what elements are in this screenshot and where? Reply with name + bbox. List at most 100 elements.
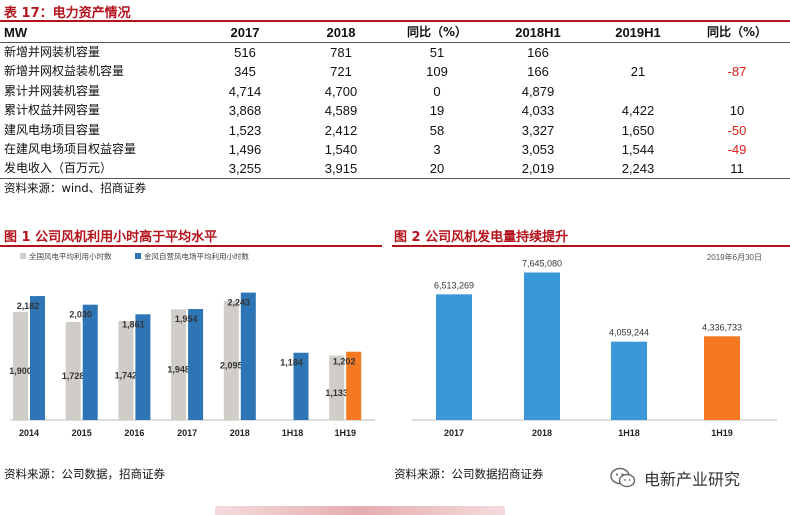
value-2019h1: 1,544 bbox=[621, 141, 655, 157]
bar-generation bbox=[436, 294, 472, 420]
data-label-goldwind-own: 1,184 bbox=[280, 358, 303, 368]
value-yoy-1: 3 bbox=[433, 141, 441, 157]
x-tick-label: 2018 bbox=[532, 428, 552, 438]
bar-national-avg bbox=[223, 301, 239, 420]
wechat-icon bbox=[610, 467, 636, 488]
bar-goldwind-own bbox=[240, 292, 256, 420]
value-2018: 3,915 bbox=[324, 161, 358, 177]
value-yoy-1: 109 bbox=[426, 64, 448, 80]
value-2018: 721 bbox=[330, 64, 352, 80]
table-row: 发电收入（百万元） 3,255 3,915 20 2,019 2,243 11 bbox=[0, 159, 790, 179]
x-tick-label: 1H19 bbox=[711, 428, 733, 438]
table-row: 建风电场项目容量 1,523 2,412 58 3,327 1,650 -50 bbox=[0, 121, 790, 140]
value-2017: 3,255 bbox=[228, 161, 262, 177]
header-2017: 2017 bbox=[230, 25, 260, 40]
bar-national-avg bbox=[171, 309, 187, 420]
value-2018h1: 3,327 bbox=[521, 122, 555, 138]
x-tick-label: 2015 bbox=[72, 428, 92, 438]
value-yoy-1: 20 bbox=[429, 161, 445, 177]
value-2019h1: 2,243 bbox=[621, 161, 655, 177]
table-source: 资料来源：wind、招商证券 bbox=[4, 181, 147, 195]
data-label-national-avg: 1,948 bbox=[167, 365, 190, 375]
bar-generation bbox=[611, 341, 647, 420]
bar-goldwind-own bbox=[82, 304, 98, 420]
value-2018h1: 2,019 bbox=[521, 161, 555, 177]
value-2017: 1,523 bbox=[228, 122, 262, 138]
value-2017: 4,714 bbox=[228, 83, 262, 99]
value-2019h1: 4,422 bbox=[621, 103, 655, 119]
watermark-text: 电新产业研究 bbox=[644, 470, 741, 489]
data-label-generation: 6,513,269 bbox=[434, 280, 474, 290]
bar-goldwind-own bbox=[346, 351, 362, 420]
data-label-goldwind-own: 1,861 bbox=[122, 319, 145, 329]
legend-swatch-2 bbox=[135, 253, 141, 259]
figure1-chart: 全国风电平均利用小时数 金风自营风电场平均利用小时数 1,900 2,182 2014 1… bbox=[9, 251, 375, 438]
row-label: 累计并网装机容量 bbox=[4, 83, 101, 98]
value-2019h1: 21 bbox=[630, 64, 646, 80]
x-tick-label: 1H19 bbox=[334, 428, 356, 438]
x-tick-label: 2017 bbox=[177, 428, 197, 438]
value-yoy-2: 10 bbox=[729, 103, 745, 119]
header-yoy-2: 同比（%） bbox=[706, 25, 768, 39]
data-label-national-avg: 2,095 bbox=[220, 361, 243, 371]
value-yoy-2: 11 bbox=[730, 161, 744, 177]
value-2017: 516 bbox=[234, 45, 256, 60]
bar-national-avg bbox=[65, 321, 81, 420]
data-label-goldwind-own: 2,182 bbox=[17, 301, 40, 311]
x-tick-label: 1H18 bbox=[282, 428, 304, 438]
header-2018: 2018 bbox=[326, 25, 356, 40]
value-yoy-2: -87 bbox=[727, 64, 747, 80]
legend-swatch-1 bbox=[20, 253, 26, 259]
x-tick-label: 2017 bbox=[444, 428, 464, 438]
data-label-national-avg: 1,728 bbox=[62, 371, 85, 381]
table-title-rule bbox=[0, 20, 790, 22]
bar-goldwind-own bbox=[30, 296, 45, 420]
value-2018: 4,700 bbox=[324, 83, 358, 99]
watermark: 电新产业研究 bbox=[610, 466, 740, 490]
cutoff-next-title bbox=[215, 506, 505, 515]
asset-table: MW 2017 2018 同比（%） 2018H1 2019H1 同比（%） 新… bbox=[0, 22, 790, 179]
row-label: 新增并网装机容量 bbox=[4, 45, 101, 59]
data-label-national-avg: 1,742 bbox=[115, 371, 138, 381]
table-row: 在建风电场项目权益容量 1,496 1,540 3 3,053 1,544 -49 bbox=[0, 140, 790, 159]
bar-generation bbox=[704, 336, 740, 420]
figure2-chart: 2019年6月30日 6,513,269 2017 7,645,080 2018 4,05… bbox=[412, 252, 777, 438]
value-2018h1: 166 bbox=[527, 45, 549, 60]
header-unit: MW bbox=[4, 25, 28, 40]
table-row: 累计权益并网容量 3,868 4,589 19 4,033 4,422 10 bbox=[0, 101, 790, 120]
bar-goldwind-own bbox=[293, 352, 309, 420]
table-header-row: MW 2017 2018 同比（%） 2018H1 2019H1 同比（%） bbox=[0, 22, 790, 43]
data-label-generation: 7,645,080 bbox=[522, 258, 562, 268]
data-label-goldwind-own: 1,954 bbox=[175, 314, 198, 324]
value-2018: 1,540 bbox=[324, 141, 358, 157]
data-label-national-avg: 1,900 bbox=[9, 366, 32, 376]
value-2017: 345 bbox=[234, 64, 256, 80]
figure1-title: 图 1 公司风机利用小时高于平均水平 bbox=[4, 230, 218, 245]
bar-national-avg bbox=[13, 312, 28, 420]
bar-goldwind-own bbox=[135, 314, 151, 420]
value-2019h1: 1,650 bbox=[621, 122, 655, 138]
value-yoy-1: 58 bbox=[429, 122, 445, 138]
table-body: 新增并网装机容量 516 781 51 166 新增并网权益装机容量 345 721 109 16… bbox=[0, 43, 790, 179]
table-row: 新增并网权益装机容量 345 721 109 166 21 -87 bbox=[0, 62, 790, 81]
bar-generation bbox=[524, 272, 560, 420]
header-yoy-1: 同比（%） bbox=[406, 25, 468, 39]
row-label: 累计权益并网容量 bbox=[4, 103, 101, 118]
table-row: 新增并网装机容量 516 781 51 166 bbox=[0, 43, 790, 62]
value-2018: 2,412 bbox=[324, 122, 358, 138]
x-tick-label: 2018 bbox=[230, 428, 250, 438]
value-yoy-1: 19 bbox=[429, 103, 445, 119]
legend-label-2: 金风自营风电场平均利用小时数 bbox=[144, 251, 249, 261]
bar-national-avg bbox=[118, 321, 134, 420]
figure2-source: 资料来源：公司数据招商证券 bbox=[394, 467, 544, 481]
data-label-goldwind-own: 2,030 bbox=[69, 310, 92, 320]
value-yoy-1: 51 bbox=[429, 45, 445, 60]
x-tick-label: 2016 bbox=[124, 428, 144, 438]
row-label: 建风电场项目容量 bbox=[4, 122, 101, 137]
value-2018h1: 3,053 bbox=[521, 141, 555, 157]
value-2017: 3,868 bbox=[228, 103, 262, 119]
header-2018h1: 2018H1 bbox=[515, 25, 561, 40]
row-label: 发电收入（百万元） bbox=[4, 161, 113, 176]
table-title: 表 17：电力资产情况 bbox=[4, 6, 131, 21]
date-note: 2019年6月30日 bbox=[707, 252, 762, 262]
